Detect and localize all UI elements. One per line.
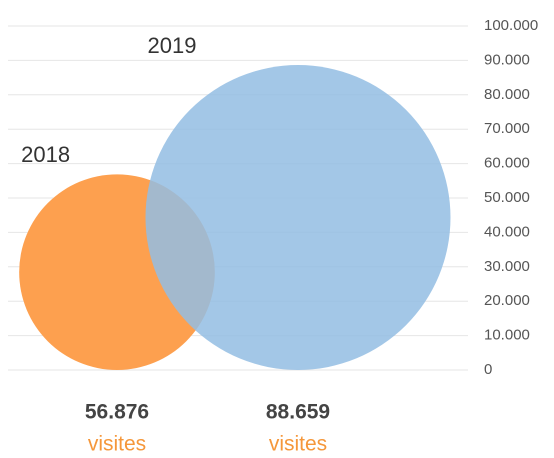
- value-label: 56.876: [85, 401, 149, 424]
- y-tick-label: 80.000: [484, 86, 530, 103]
- y-tick-label: 10.000: [484, 327, 530, 344]
- y-tick-label: 60.000: [484, 155, 530, 172]
- y-tick-label: 20.000: [484, 292, 530, 309]
- y-tick-label: 40.000: [484, 223, 530, 240]
- value-label: 88.659: [266, 401, 330, 424]
- y-tick-label: 50.000: [484, 189, 530, 206]
- y-tick-label: 90.000: [484, 51, 530, 68]
- category-label: 2018: [21, 142, 70, 167]
- unit-label: visites: [269, 433, 327, 456]
- y-tick-label: 30.000: [484, 258, 530, 275]
- y-tick-label: 70.000: [484, 120, 530, 137]
- bubble: [145, 65, 451, 370]
- y-tick-label: 100.000: [484, 17, 538, 34]
- unit-label: visites: [88, 433, 146, 456]
- y-tick-label: 0: [484, 361, 492, 378]
- category-label: 2019: [148, 33, 197, 58]
